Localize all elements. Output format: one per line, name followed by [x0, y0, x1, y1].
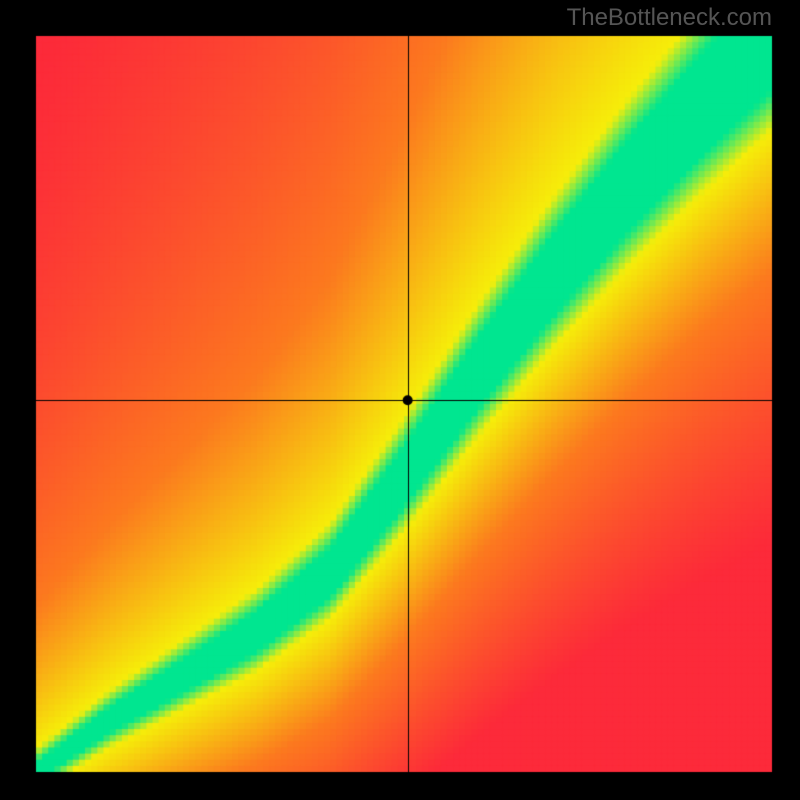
watermark-text: TheBottleneck.com — [567, 4, 772, 32]
chart-container: { "canvas": { "width": 800, "height": 80… — [0, 0, 800, 800]
heatmap-canvas — [0, 0, 800, 800]
